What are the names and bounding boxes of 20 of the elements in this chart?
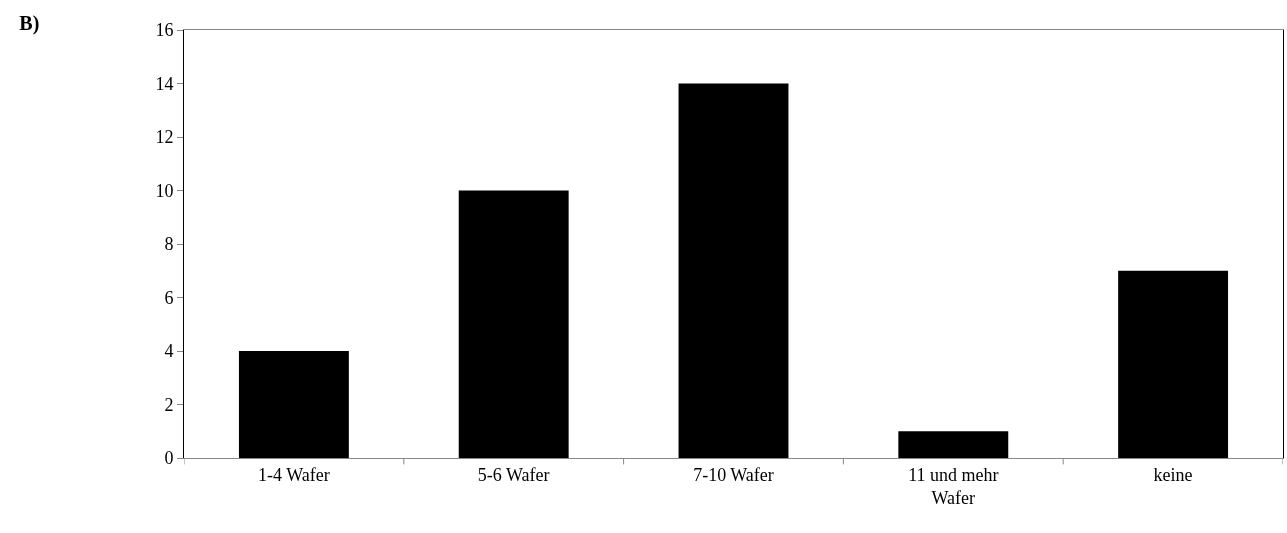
x-tick-label: 7-10 Wafer [693,464,774,485]
bar [458,190,569,458]
bar [1118,270,1229,458]
y-tick-label: 0 [164,448,174,469]
y-tick-label: 10 [155,180,174,201]
bar [678,83,789,458]
y-tick-label: 6 [164,287,174,308]
y-tick-label: 16 [155,20,174,41]
y-tick-label: 14 [155,73,174,94]
y-tick-label: 2 [164,394,174,415]
x-tick-label: keine [1153,464,1193,485]
bar [898,431,1009,458]
bar [238,351,349,458]
x-tick-label: 1-4 Wafer [258,464,330,485]
y-tick-label: 4 [164,341,174,362]
y-tick-label: 8 [164,234,174,255]
x-tick-label: 11 und mehr Wafer [908,464,999,508]
chart-title: B) [19,11,40,35]
x-tick-label: 5-6 Wafer [477,464,550,485]
y-tick-label: 12 [155,127,174,148]
